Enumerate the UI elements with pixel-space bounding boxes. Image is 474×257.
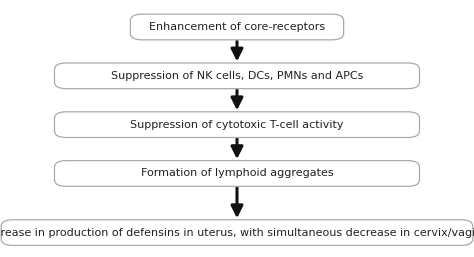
Text: Increase in production of defensins in uterus, with simultaneous decrease in cer: Increase in production of defensins in u… (0, 228, 474, 237)
Text: Formation of lymphoid aggregates: Formation of lymphoid aggregates (141, 169, 333, 178)
FancyBboxPatch shape (55, 161, 419, 186)
Text: Suppression of NK cells, DCs, PMNs and APCs: Suppression of NK cells, DCs, PMNs and A… (111, 71, 363, 81)
Text: Enhancement of core-receptors: Enhancement of core-receptors (149, 22, 325, 32)
FancyBboxPatch shape (55, 63, 419, 89)
Text: Suppression of cytotoxic T-cell activity: Suppression of cytotoxic T-cell activity (130, 120, 344, 130)
FancyBboxPatch shape (130, 14, 344, 40)
FancyBboxPatch shape (1, 220, 473, 245)
FancyBboxPatch shape (55, 112, 419, 137)
